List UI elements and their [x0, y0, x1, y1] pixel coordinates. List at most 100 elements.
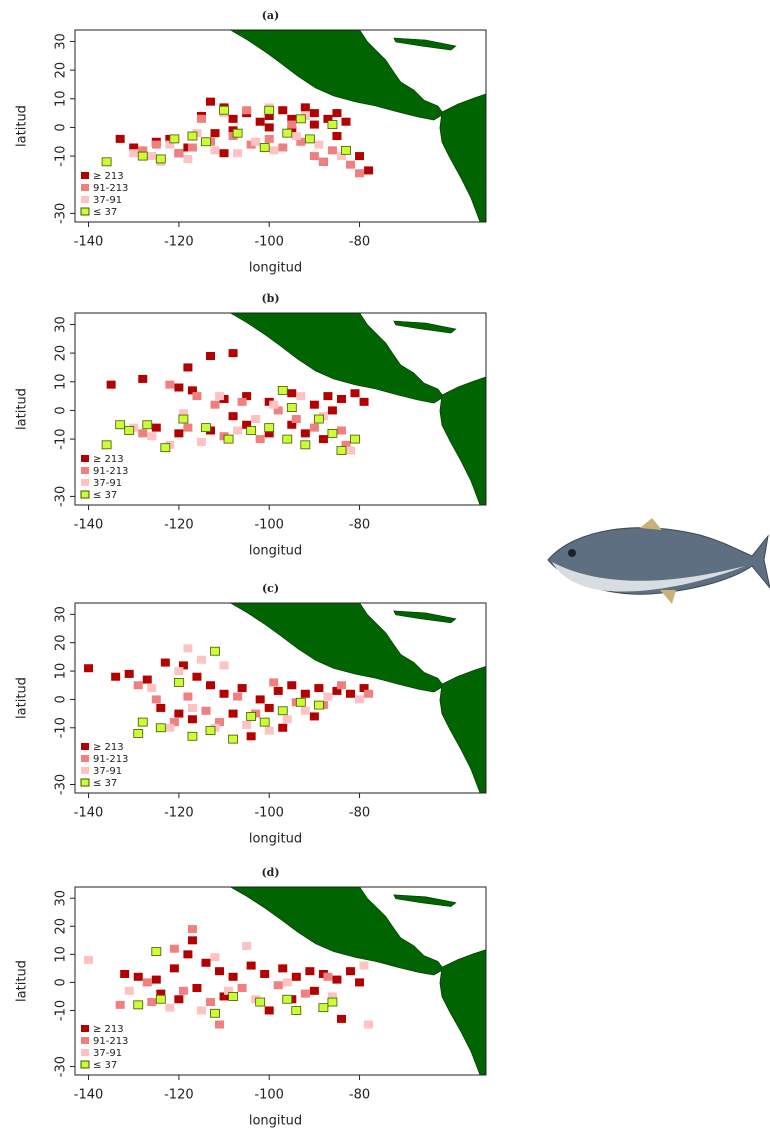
data-square [111, 673, 120, 681]
legend-swatch [81, 767, 89, 774]
data-square [174, 384, 183, 392]
y-tick-label: -30 [54, 774, 69, 795]
data-square [211, 129, 220, 137]
data-square [188, 715, 197, 723]
data-square [170, 135, 179, 143]
data-square [197, 656, 206, 664]
data-square [116, 1001, 125, 1009]
data-square [125, 426, 134, 434]
data-square [220, 690, 229, 698]
data-square [323, 693, 332, 701]
data-square [278, 106, 287, 114]
data-square [332, 132, 341, 140]
data-square [269, 401, 278, 409]
data-square [242, 721, 251, 729]
data-square [265, 1006, 274, 1014]
x-tick-label: -100 [254, 518, 284, 533]
data-square [310, 401, 319, 409]
y-tick-label: -30 [54, 203, 69, 224]
legend-swatch [81, 755, 89, 762]
x-tick-label: -100 [254, 1088, 284, 1103]
x-tick-label: -140 [74, 235, 104, 250]
data-square [147, 432, 156, 440]
data-square [201, 707, 210, 715]
data-square [355, 169, 364, 177]
x-tick-label: -100 [254, 806, 284, 821]
data-square [337, 681, 346, 689]
data-square [337, 447, 346, 455]
data-square [220, 149, 229, 157]
panel-title: (d) [261, 866, 279, 879]
y-tick-label: 20 [54, 634, 69, 651]
data-square [314, 141, 323, 149]
legend-label: ≥ 213 [93, 454, 124, 465]
page: (a)-30-100102030-140-120-100-80longitudl… [0, 0, 770, 1132]
data-square [129, 149, 138, 157]
data-square [183, 424, 192, 432]
data-square [211, 1009, 220, 1017]
data-square [278, 724, 287, 732]
x-tick-label: -120 [164, 518, 194, 533]
data-square [296, 392, 305, 400]
y-axis-label: latitud [15, 960, 30, 1002]
data-square [310, 987, 319, 995]
data-square [174, 429, 183, 437]
data-square [332, 109, 341, 117]
data-square [138, 152, 147, 160]
data-square [305, 967, 314, 975]
data-square [278, 707, 287, 715]
data-square [269, 678, 278, 686]
data-square [256, 695, 265, 703]
data-square [328, 429, 337, 437]
x-axis-label: longitud [249, 544, 302, 559]
data-square [188, 132, 197, 140]
data-square [229, 710, 238, 718]
data-square [319, 158, 328, 166]
data-square [120, 970, 129, 978]
data-square [161, 659, 170, 667]
data-square [170, 964, 179, 972]
legend-swatch [81, 196, 89, 203]
y-tick-label: 30 [54, 606, 69, 623]
legend-swatch [81, 1049, 89, 1056]
legend-label: 91-213 [93, 183, 128, 194]
x-axis-label: longitud [249, 832, 302, 847]
data-square [152, 695, 161, 703]
data-square [183, 644, 192, 652]
data-square [116, 421, 125, 429]
y-axis-label: latitud [15, 388, 30, 430]
data-square [301, 690, 310, 698]
y-tick-label: 30 [54, 316, 69, 333]
legend-label: 37-91 [93, 478, 122, 489]
tuna-illustration [548, 518, 770, 604]
data-square [269, 146, 278, 154]
data-square [229, 735, 238, 743]
data-square [238, 398, 247, 406]
data-square [84, 956, 93, 964]
data-square [337, 1015, 346, 1023]
data-square [351, 389, 360, 397]
data-square [179, 415, 188, 423]
data-square [337, 395, 346, 403]
y-axis-label: latitud [15, 105, 30, 147]
data-square [247, 732, 256, 740]
data-square [174, 995, 183, 1003]
data-square [206, 352, 215, 360]
data-square [355, 695, 364, 703]
x-tick-label: -120 [164, 806, 194, 821]
data-square [283, 978, 292, 986]
data-square [102, 158, 111, 166]
data-square [247, 426, 256, 434]
data-square [233, 129, 242, 137]
data-square [206, 727, 215, 735]
data-square [355, 978, 364, 986]
legend-swatch [81, 467, 89, 474]
data-square [346, 967, 355, 975]
data-square [188, 143, 197, 151]
x-tick-label: -80 [349, 235, 370, 250]
data-square [229, 412, 238, 420]
data-square [183, 363, 192, 371]
data-square [238, 684, 247, 692]
legend-label: ≥ 213 [93, 1024, 124, 1035]
map-panel: (a)-30-100102030-140-120-100-80longitudl… [15, 9, 487, 276]
